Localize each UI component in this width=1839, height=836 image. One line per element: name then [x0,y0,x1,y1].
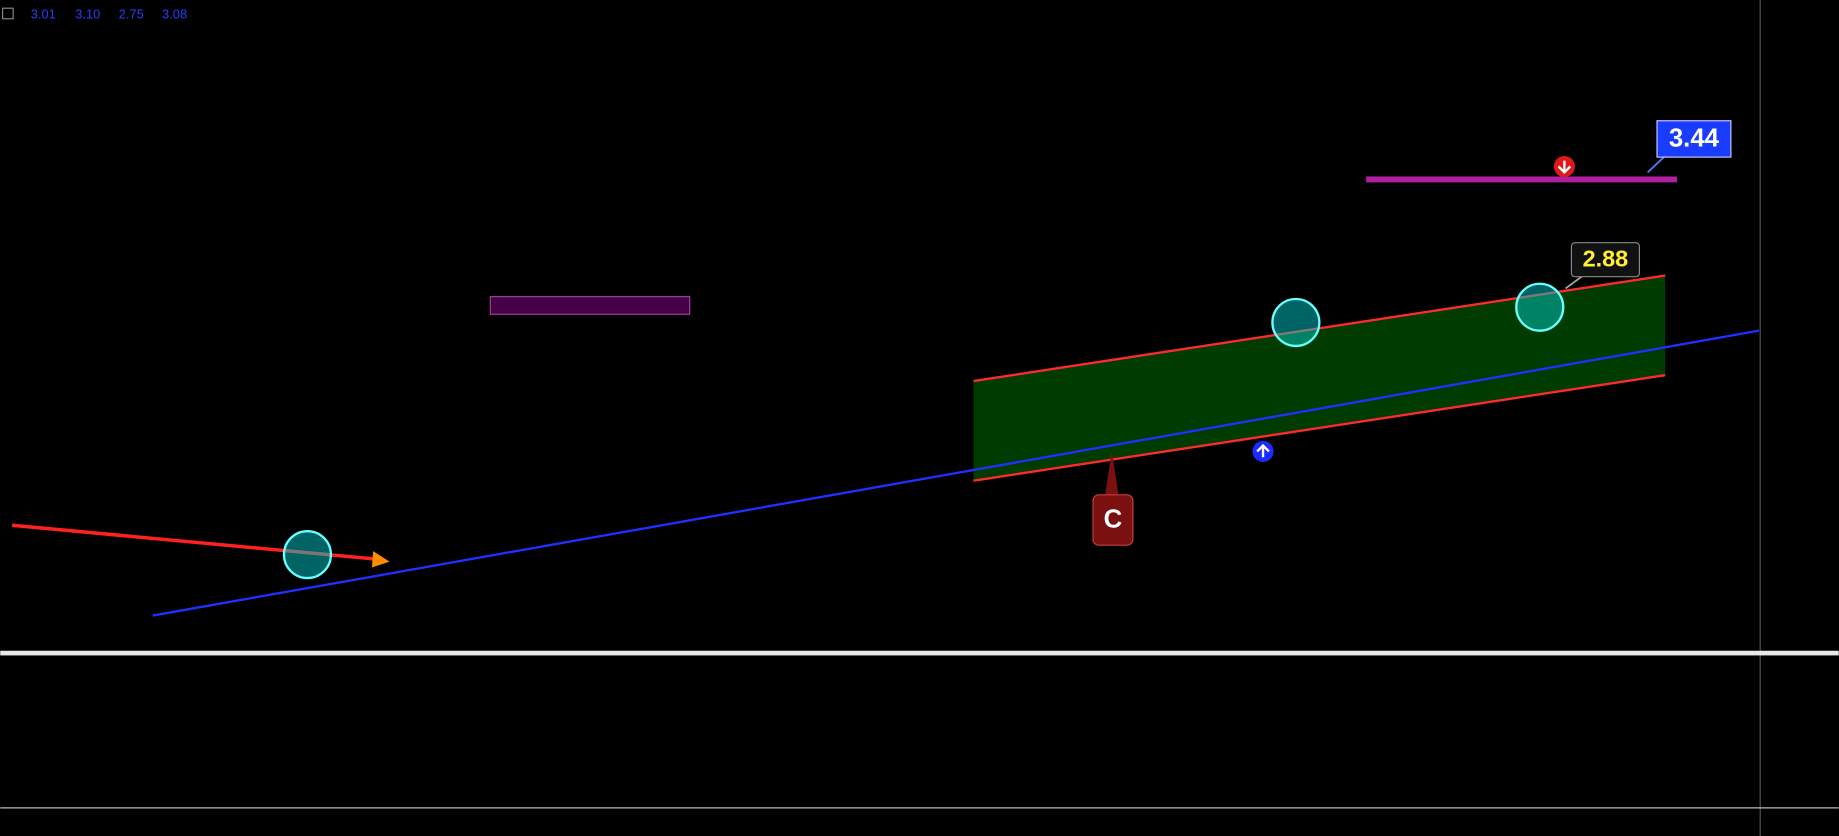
marker-text: C [1104,505,1123,533]
buy-arrow-icon [1256,443,1270,458]
sell-arrow-icon [1557,160,1572,175]
callout-pointer [1647,155,1666,174]
legend-icon [2,7,14,20]
channel-fill [973,275,1666,481]
callout-text: 2.88 [1583,245,1629,271]
callout-box [1656,120,1732,158]
ohlc-value: 3.08 [162,7,187,22]
support-trendline [152,329,1760,617]
ohlc-value: 3.10 [75,7,100,22]
highlight-circle [282,529,333,580]
callout-box [1570,242,1641,278]
resistance-box [489,296,691,315]
channel-lower [973,374,1666,482]
callout-pointer [1565,274,1584,290]
arrow-head [371,551,390,568]
panel-separator [0,650,1839,656]
highlight-circle [1271,297,1321,348]
ohlc-value: 2.75 [119,7,144,22]
highlight-circle [1515,282,1565,332]
drawings-front: 3.44 2.88 C [11,120,1760,617]
drawings-back [489,275,1666,481]
callout-text: 3.44 [1669,124,1720,152]
ohlc-value: 3.01 [31,7,56,22]
marker-box [1092,494,1134,546]
marker-pointer [1104,451,1119,498]
